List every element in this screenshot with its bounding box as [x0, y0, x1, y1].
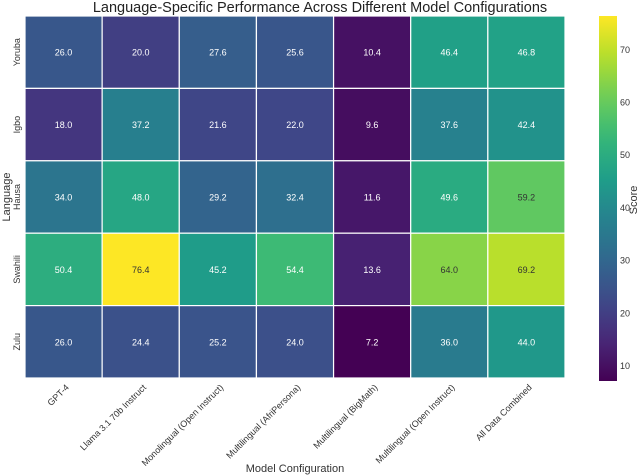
cell-value-label: 64.0	[441, 265, 459, 275]
heatmap-cell	[487, 160, 566, 234]
cell-value-label: 46.4	[441, 48, 459, 58]
colorbar-tick-label: 40	[620, 203, 630, 213]
heatmap-cell	[178, 305, 258, 379]
colorbar-tick-label: 20	[620, 308, 630, 318]
cell-value-label: 45.2	[209, 265, 227, 275]
heatmap-cell	[255, 15, 335, 90]
y-tick-label: Hausa	[12, 184, 22, 210]
cell-value-label: 24.0	[286, 337, 304, 347]
cell-value-label: 48.0	[132, 193, 150, 203]
cell-value-label: 76.4	[132, 265, 150, 275]
colorbar-tick-label: 50	[620, 150, 630, 160]
cell-value-label: 54.4	[286, 265, 304, 275]
cell-value-label: 32.4	[286, 193, 304, 203]
y-axis-label: Language	[1, 173, 13, 222]
cell-value-label: 37.6	[441, 120, 459, 130]
y-tick-label: Zulu	[12, 333, 22, 351]
cell-value-label: 27.6	[209, 48, 227, 58]
heatmap-cell	[178, 160, 258, 234]
cell-value-label: 25.2	[209, 337, 227, 347]
x-axis-label: Model Configuration	[246, 463, 344, 475]
cell-value-label: 13.6	[363, 265, 381, 275]
colorbar-tick-label: 70	[620, 45, 630, 55]
y-tick-label: Swahili	[12, 255, 22, 284]
x-tick-label: All Data Combined	[474, 382, 534, 442]
x-tick-label: Multilingual (BigMath)	[311, 382, 379, 450]
cell-value-label: 26.0	[55, 337, 73, 347]
colorbar-label: Score	[628, 186, 640, 215]
cell-value-label: 42.4	[518, 120, 536, 130]
x-tick-label: Multilingual (Open Instruct)	[374, 382, 457, 465]
cell-value-label: 29.2	[209, 193, 227, 203]
y-tick-label: Igbo	[12, 116, 22, 134]
cell-value-label: 18.0	[55, 120, 73, 130]
heatmap-cell	[487, 87, 566, 162]
colorbar-tick-label: 10	[620, 361, 630, 371]
heatmap-cell	[24, 87, 103, 162]
heatmap-cell	[487, 305, 566, 379]
colorbar	[599, 16, 617, 381]
heatmap-cell	[178, 15, 258, 90]
heatmap-cell	[101, 232, 180, 307]
heatmap-cell	[487, 232, 566, 307]
heatmap-cell	[410, 232, 489, 307]
cell-value-label: 7.2	[366, 337, 379, 347]
x-tick-label: Multilingual (AfriPersona)	[224, 382, 302, 460]
x-tick-label: GPT-4	[46, 382, 71, 407]
cell-value-label: 9.6	[366, 120, 379, 130]
heatmap-cell	[24, 232, 103, 307]
cell-value-label: 10.4	[363, 48, 381, 58]
heatmap-cell	[332, 160, 412, 234]
heatmap-cell	[101, 15, 180, 90]
colorbar-tick-label: 60	[620, 98, 630, 108]
cell-value-label: 22.0	[286, 120, 304, 130]
heatmap-cell	[410, 15, 489, 90]
cell-value-label: 34.0	[55, 193, 73, 203]
colorbar-tick-label: 30	[620, 256, 630, 266]
heatmap-cell	[410, 160, 489, 234]
x-tick-label: Monolingual (Open Instruct)	[140, 382, 226, 468]
heatmap-cell	[24, 15, 103, 90]
cell-value-label: 25.6	[286, 48, 304, 58]
cell-value-label: 37.2	[132, 120, 150, 130]
cell-value-label: 11.6	[364, 193, 381, 203]
heatmap-cell	[101, 160, 180, 234]
cell-value-label: 44.0	[518, 337, 536, 347]
heatmap-cell	[410, 305, 489, 379]
chart-title: Language-Specific Performance Across Dif…	[93, 0, 547, 16]
y-tick-label: Yoruba	[12, 38, 22, 66]
cell-value-label: 69.2	[518, 265, 536, 275]
heatmap-cell	[255, 160, 335, 234]
cell-value-label: 20.0	[132, 48, 150, 58]
cell-value-label: 50.4	[55, 265, 73, 275]
cell-value-label: 36.0	[441, 337, 459, 347]
cell-value-label: 49.6	[441, 193, 459, 203]
heatmap-cell	[24, 305, 103, 379]
heatmap-cell	[178, 87, 258, 162]
x-tick-label: Llama 3.1 70b Instruct	[78, 382, 148, 452]
cell-value-label: 21.6	[209, 120, 227, 130]
cell-value-label: 26.0	[55, 48, 73, 58]
cell-value-label: 59.2	[518, 193, 536, 203]
cell-value-label: 46.8	[518, 48, 536, 58]
cell-value-label: 24.4	[132, 337, 150, 347]
heatmap-cell	[332, 87, 412, 162]
heatmap-cell	[255, 232, 335, 307]
